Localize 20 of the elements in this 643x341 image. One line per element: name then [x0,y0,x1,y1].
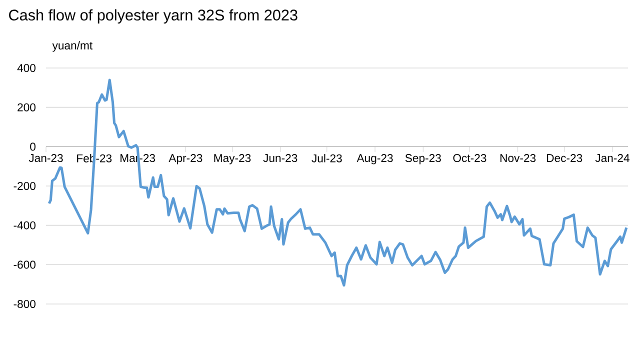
x-tick-label: Oct-23 [453,154,486,162]
y-tick-label: -600 [14,260,36,269]
y-axis-title: yuan/mt [52,41,93,52]
x-tick-label: May-23 [214,154,251,164]
x-tick-label: Jun-23 [263,154,298,162]
x-tick-label: Aug-23 [356,154,393,164]
y-tick-label: -400 [14,221,36,230]
chart-title: Cash flow of polyester yarn 32S from 2023 [9,9,298,24]
x-tick-label: Jan-24 [595,154,630,162]
x-tick-label: Nov-23 [500,154,536,162]
x-tick-label: Sep-23 [405,154,441,164]
y-tick-label: -200 [14,182,36,190]
y-tick-label: -800 [14,300,36,308]
x-tick-label: Jan-23 [28,154,63,162]
y-tick-label: 200 [18,103,36,112]
x-tick-label: Jul-23 [312,154,342,162]
x-tick-label: Dec-23 [547,154,582,162]
y-tick-label: 400 [17,64,36,72]
x-tick-label: Apr-23 [168,154,202,164]
y-tick-label: 0 [30,142,36,151]
